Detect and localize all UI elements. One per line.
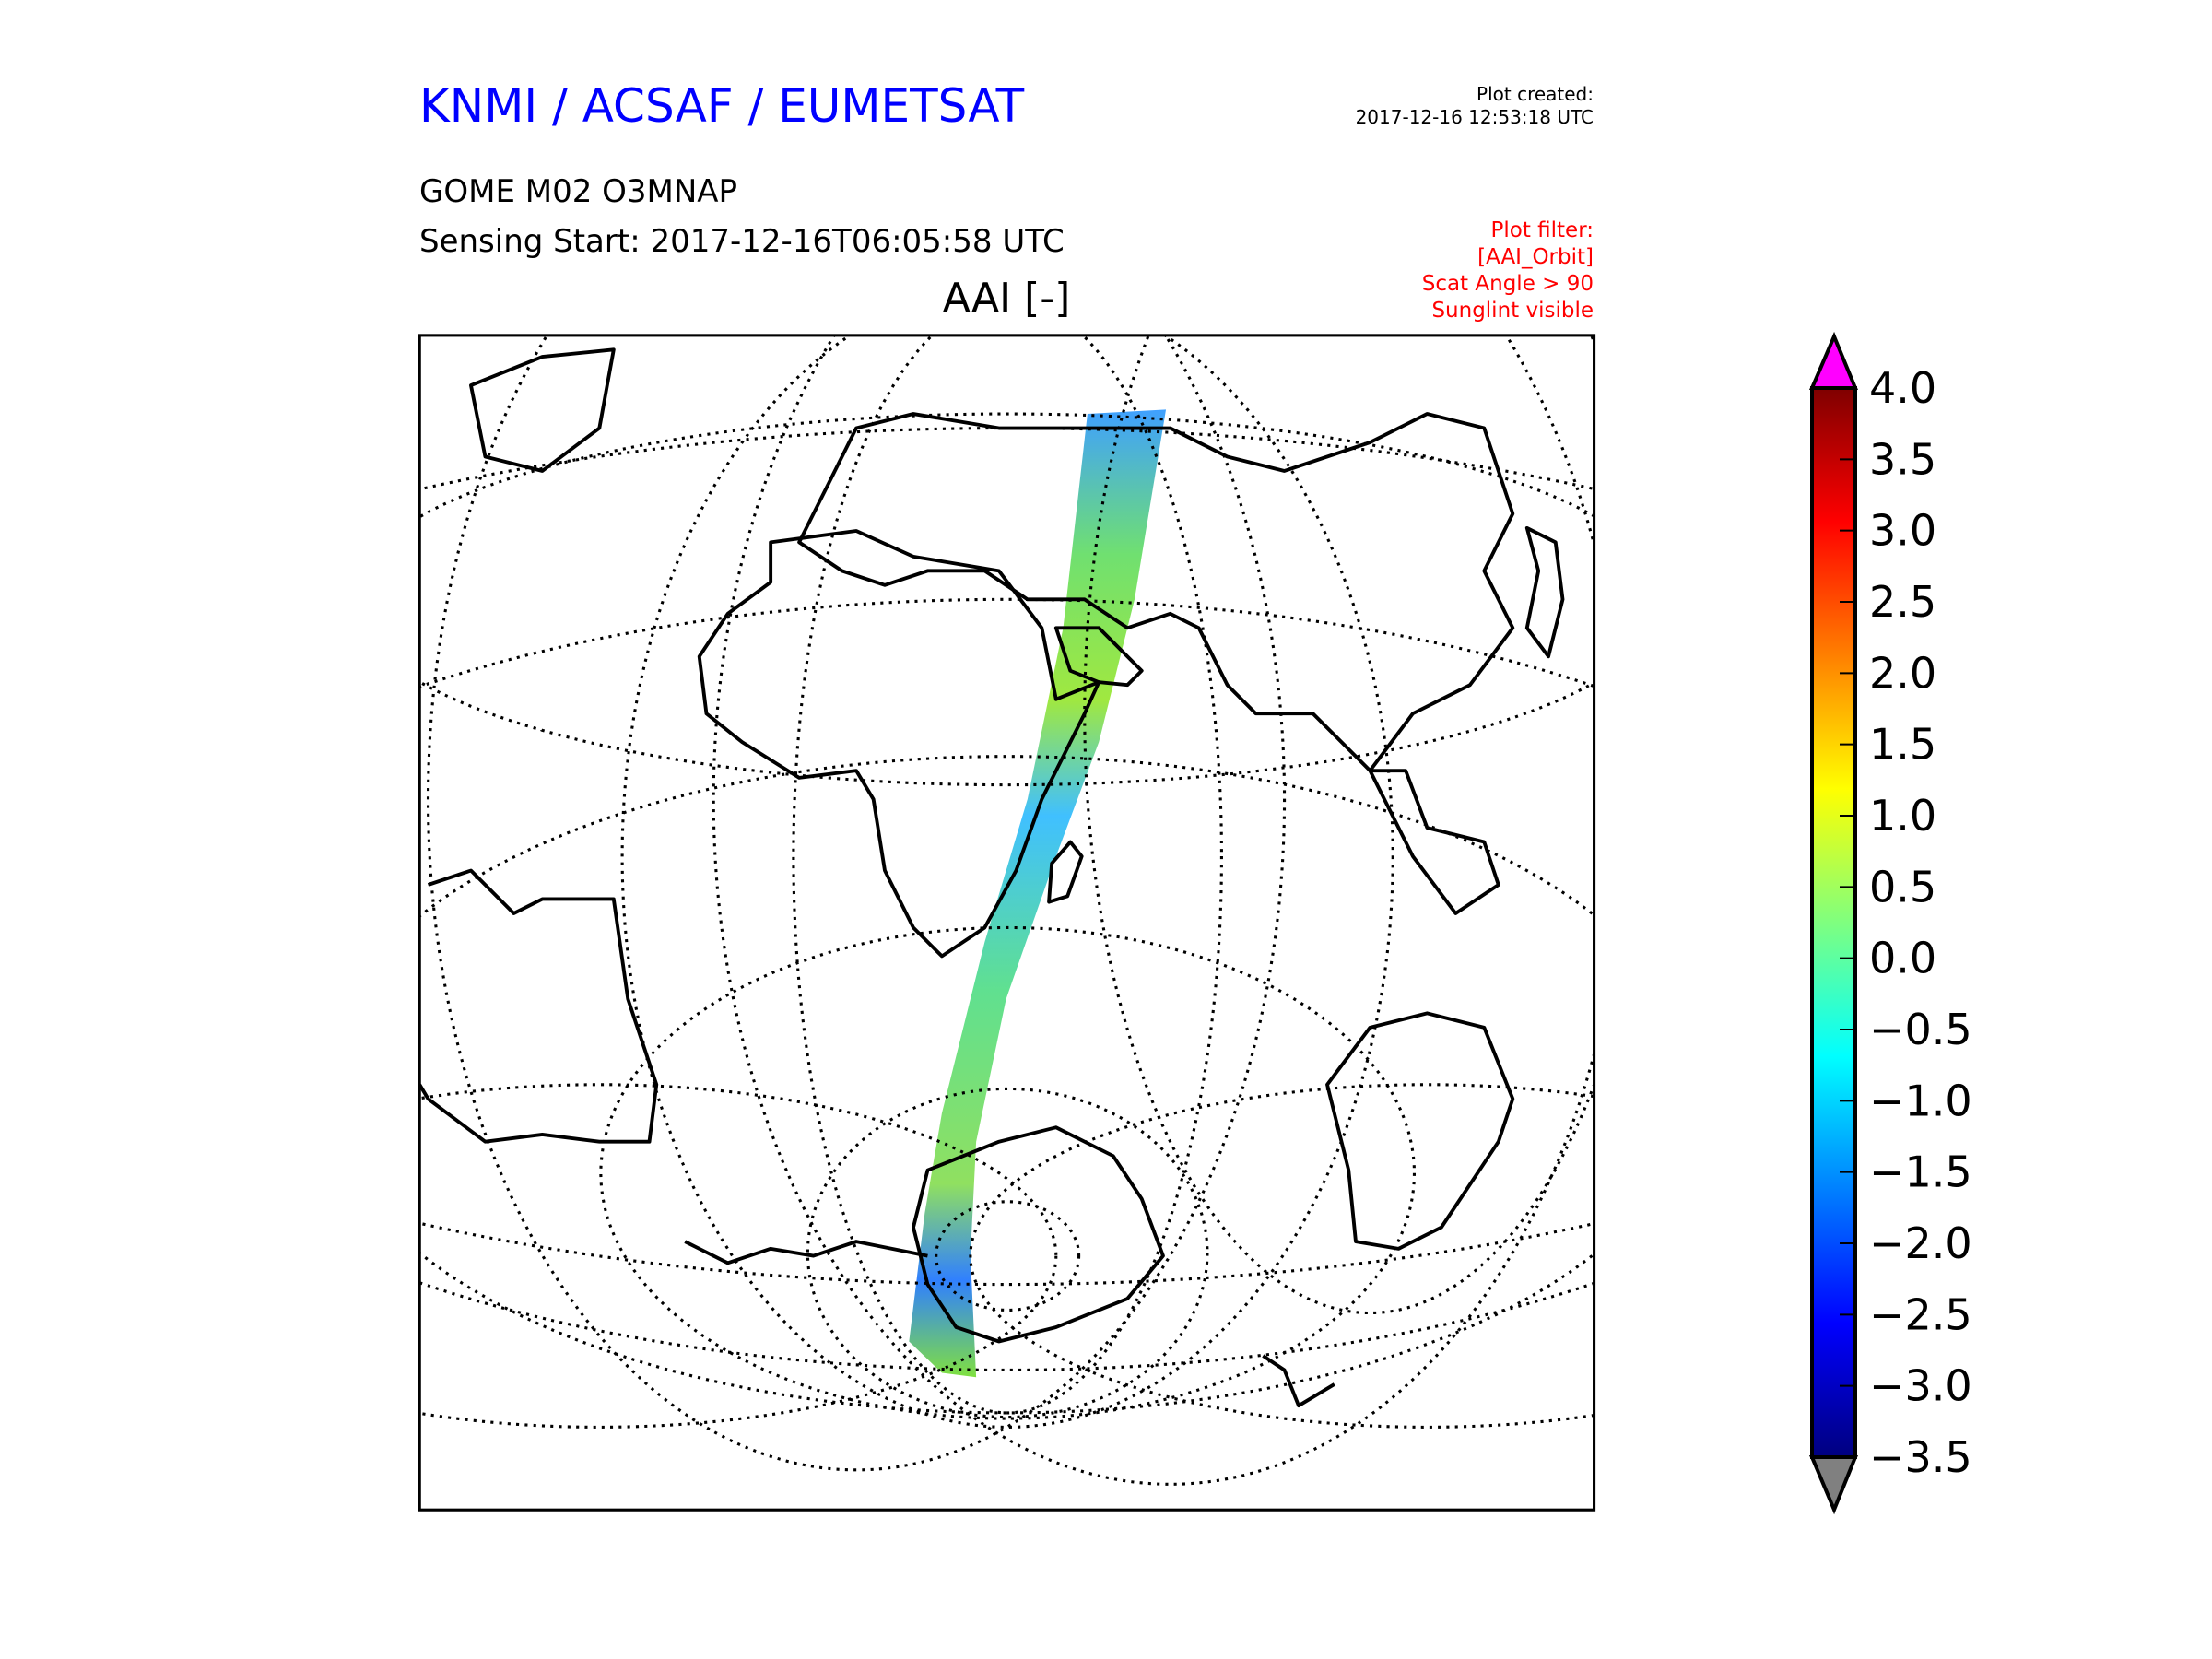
filter-line: Scat Angle > 90 (1421, 272, 1594, 296)
colorbar-gradient (1810, 386, 1857, 1459)
colorbar-tick-label: 4.0 (1869, 363, 1936, 413)
arabia-coast (1053, 626, 1144, 688)
colorbar-tick-label: 3.0 (1869, 506, 1936, 556)
colorbar-over-extension (1808, 331, 1858, 390)
colorbar-tick-label: 1.5 (1869, 720, 1936, 770)
colorbar-tick-label: 0.5 (1869, 862, 1936, 912)
colorbar-tick-label: 3.5 (1869, 434, 1936, 484)
plot-created: Plot created: 2017-12-16 12:53:18 UTC (1356, 83, 1594, 129)
product-name: GOME M02 O3MNAP (419, 173, 738, 210)
colorbar-tick-label: −0.5 (1869, 1005, 1972, 1054)
eurasia-coast (797, 412, 1515, 773)
plot-created-label: Plot created: (1477, 83, 1594, 105)
variable-title: AAI [-] (942, 275, 1071, 322)
japan-coast (1524, 525, 1565, 659)
colorbar-under-extension (1808, 1455, 1858, 1515)
plot-created-time: 2017-12-16 12:53:18 UTC (1355, 106, 1594, 128)
southeast-asia-coast (1368, 769, 1500, 915)
colorbar-tick-label: 1.0 (1869, 791, 1936, 841)
greenland-coast (469, 347, 616, 473)
colorbar-tick-label: −2.5 (1869, 1289, 1972, 1339)
antarctica-coast (912, 1125, 1165, 1344)
filter-line: [AAI_Orbit] (1477, 245, 1594, 269)
new-zealand-coast (1262, 1354, 1335, 1408)
plot-filter: Plot filter: [AAI_Orbit] Scat Angle > 90… (1422, 218, 1594, 324)
colorbar-tick-label: 2.0 (1869, 648, 1936, 698)
filter-line: Plot filter: (1490, 218, 1594, 242)
map-area (419, 335, 1594, 1511)
sensing-start: Sensing Start: 2017-12-16T06:05:58 UTC (419, 223, 1065, 260)
colorbar-tick-label: −3.0 (1869, 1361, 1972, 1411)
colorbar-tick-label: −2.0 (1869, 1218, 1972, 1268)
antarctic-peninsula-coast (684, 1240, 928, 1265)
colorbar: 4.0 3.5 3.0 2.5 2.0 1.5 1.0 0.5 0.0 −0.5 −1.0 −1.5 −… (1808, 331, 1972, 1515)
colorbar-tick-label: 0.0 (1869, 934, 1936, 983)
colorbar-tick-label: 2.5 (1869, 577, 1936, 627)
orbit-swath (909, 409, 1167, 1378)
graticule (419, 335, 1594, 1486)
colorbar-tick-label: −3.5 (1869, 1432, 1972, 1482)
filter-line: Sunglint visible (1431, 299, 1594, 323)
south-america-coast (419, 868, 659, 1144)
coastlines (419, 347, 1565, 1408)
colorbar-tick-label: −1.5 (1869, 1147, 1972, 1197)
map-frame (418, 334, 1596, 1512)
colorbar-tick-label: −1.0 (1869, 1076, 1972, 1125)
madagascar-coast (1047, 840, 1084, 904)
australia-coast (1325, 1011, 1515, 1251)
africa-coast (697, 529, 1101, 959)
organization-title: KNMI / ACSAF / EUMETSAT (419, 79, 1025, 133)
